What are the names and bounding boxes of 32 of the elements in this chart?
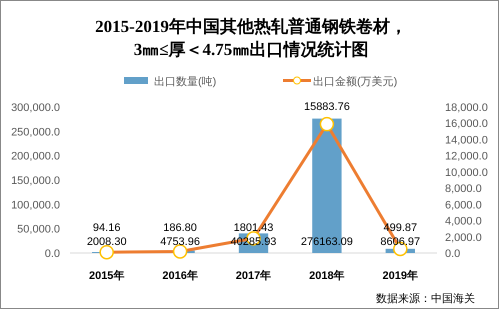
x-tick-label: 2018年 (309, 269, 345, 282)
y2-tick-label: 0.0 (445, 248, 460, 260)
data-label: 186.80 (163, 222, 197, 234)
y2-tick-label: 4,000.0 (445, 216, 482, 228)
legend-label: 出口数量(吨) (154, 75, 216, 88)
y-tick-label: 300,000.0 (11, 102, 60, 114)
y-tick-label: 250,000.0 (11, 126, 60, 138)
x-tick-label: 2016年 (162, 269, 198, 282)
x-tick-label: 2015年 (88, 269, 124, 282)
y2-tick-label: 14,000.0 (445, 134, 488, 146)
chart-title: 2015-2019年中国其他热轧普通钢铁卷材， 3㎜≤厚＜4.75㎜出口情况统计图 (95, 16, 407, 59)
x-tick-label: 2019年 (382, 269, 418, 282)
y2-tick-label: 6,000.0 (445, 199, 482, 212)
y2-tick-label: 2,000.0 (445, 232, 482, 244)
y-tick-label: 100,000.0 (11, 199, 60, 212)
data-label: 94.16 (92, 222, 120, 234)
y2-tick-label: 8,000.0 (445, 183, 482, 196)
data-label: 4753.96 (160, 236, 200, 248)
y-tick-label: 150,000.0 (11, 175, 60, 187)
legend-label: 出口金额(万美元) (313, 75, 398, 88)
y-tick-label: 200,000.0 (11, 150, 60, 163)
y2-tick-label: 10,000.0 (445, 166, 488, 179)
y2-tick-label: 16,000.0 (445, 118, 488, 130)
x-tick-label: 2017年 (236, 269, 272, 282)
source-note: 数据来源：中国海关 (376, 292, 475, 305)
y2-tick-label: 12,000.0 (445, 150, 488, 163)
y-tick-label: 0.0 (44, 248, 60, 260)
y-tick-label: 50,000.0 (17, 224, 60, 236)
data-label: 40285.93 (230, 236, 276, 248)
data-label: 2008.30 (86, 236, 127, 248)
data-label: 15883.76 (304, 101, 350, 114)
y2-tick-label: 18,000.0 (445, 102, 488, 114)
